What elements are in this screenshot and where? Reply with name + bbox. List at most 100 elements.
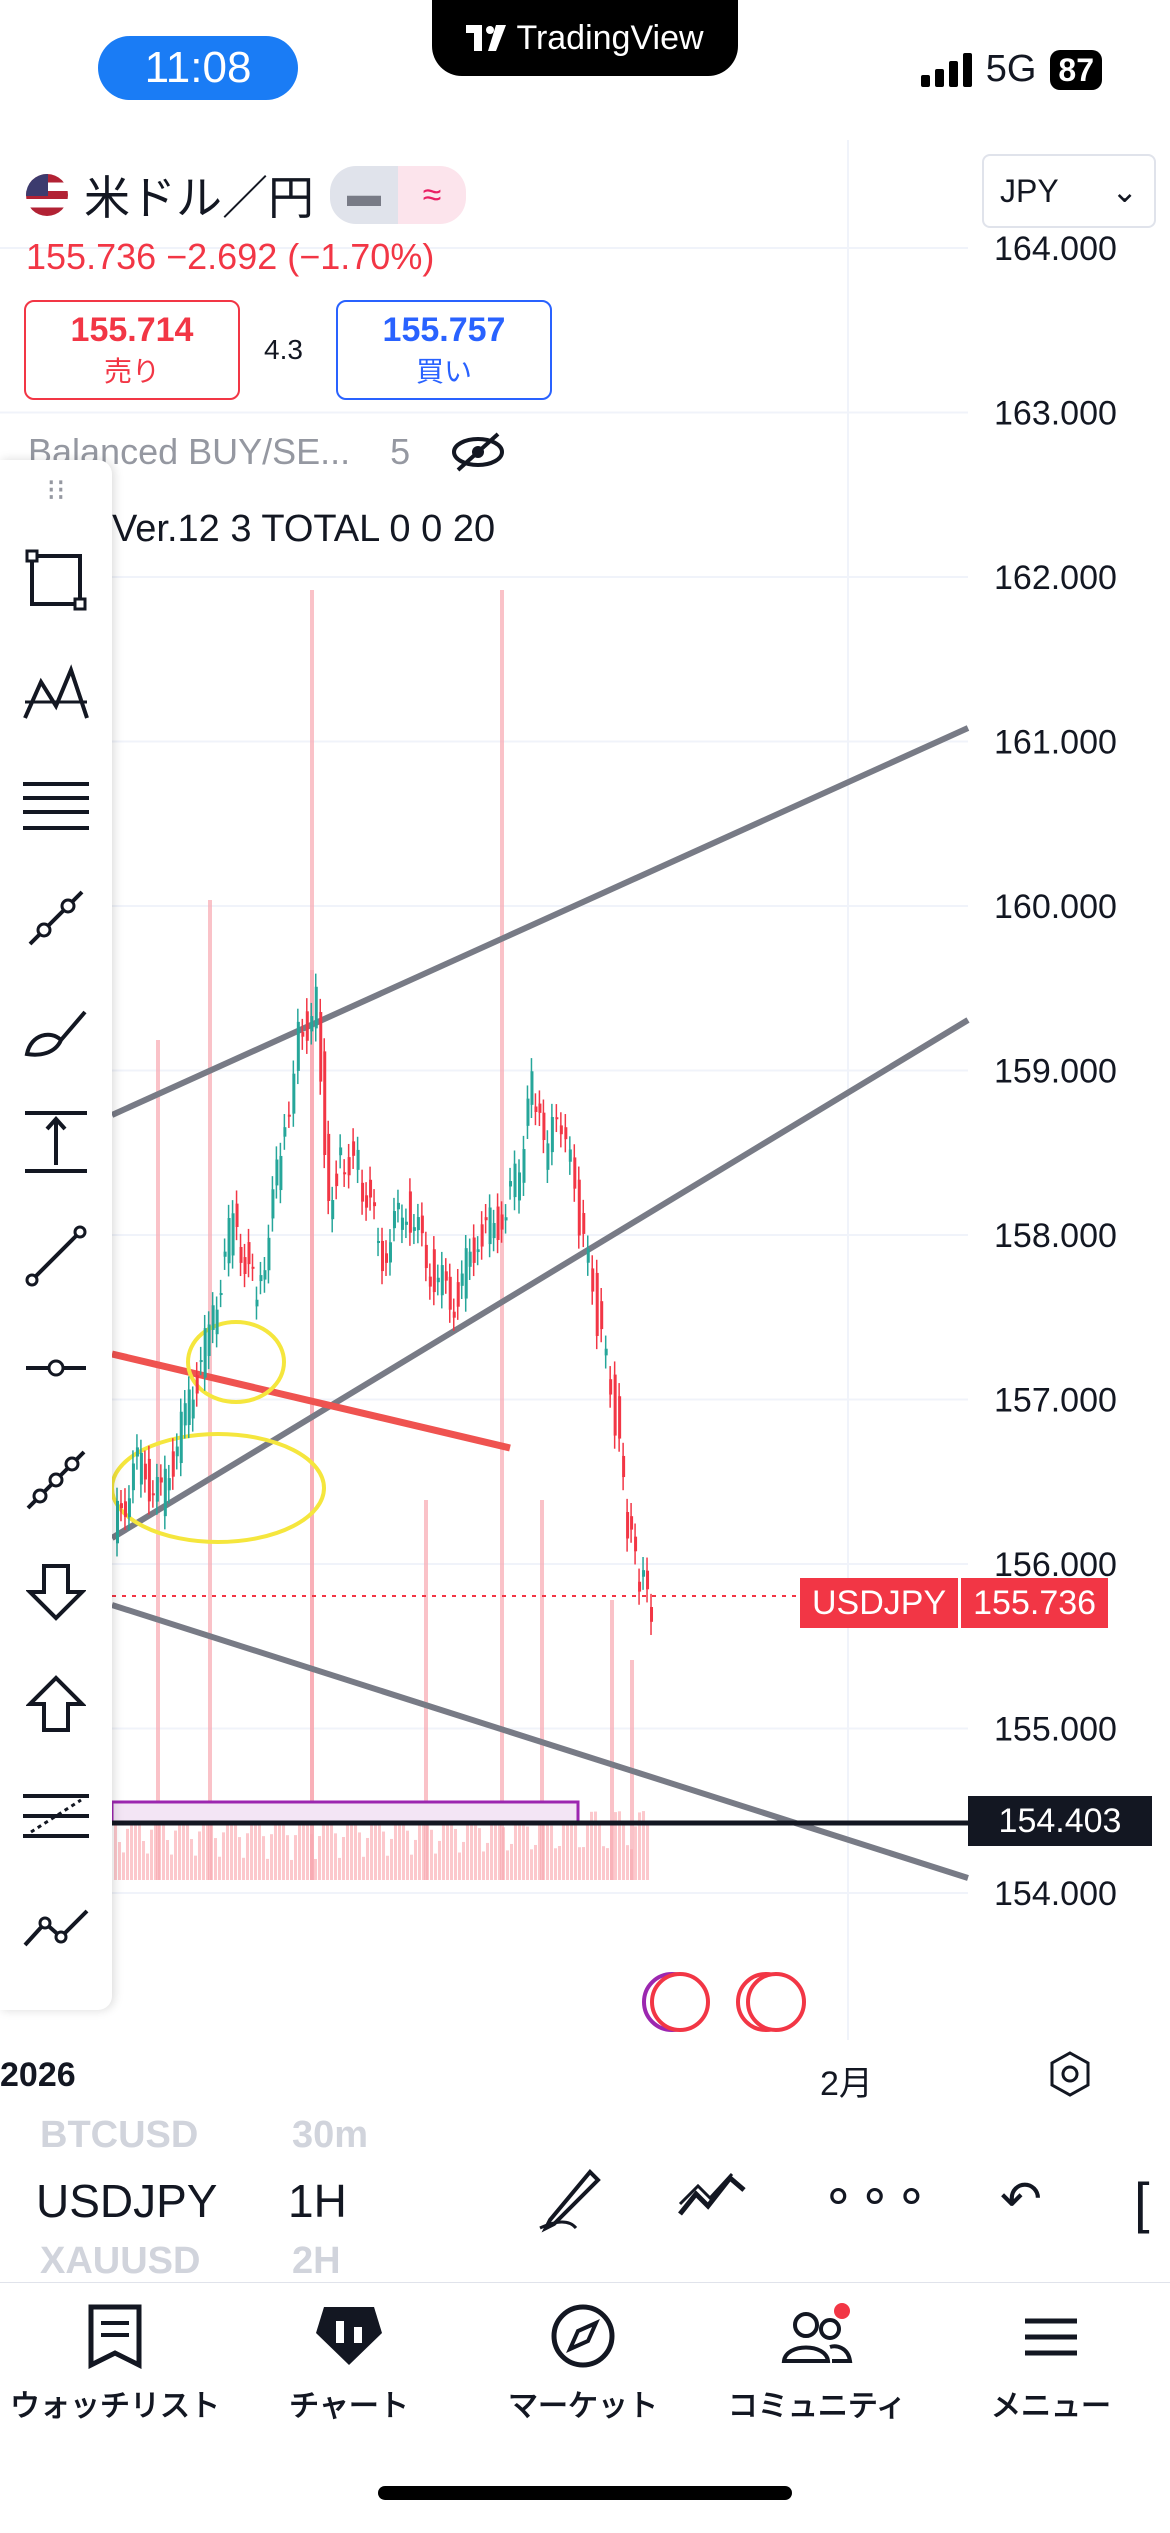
volume-bar: [270, 1834, 273, 1880]
symbol-header[interactable]: 米ドル／円 ▬ ≈: [26, 162, 466, 228]
candle-body: [480, 1224, 484, 1247]
active-symbol[interactable]: USDJPY: [36, 2175, 218, 2227]
chart-icon: [316, 2307, 382, 2365]
volume-bar: [618, 1811, 621, 1880]
candle-body: [259, 1275, 263, 1282]
volume-bar: [282, 1816, 285, 1880]
candle-body: [432, 1249, 436, 1293]
mode-wave-icon[interactable]: ≈: [398, 166, 466, 224]
candle-body: [618, 1396, 622, 1439]
chart-mode-toggle[interactable]: ▬ ≈: [330, 166, 466, 224]
nav-market[interactable]: マーケット: [468, 2303, 698, 2425]
time-axis-label-year: 2026: [0, 2056, 76, 2094]
volume-bar: [574, 1824, 577, 1880]
candle-body: [381, 1240, 385, 1272]
pen-icon[interactable]: [536, 2164, 606, 2234]
candle-body: [223, 1251, 227, 1257]
candle-body: [119, 1503, 123, 1509]
forecast-icon[interactable]: [16, 1888, 96, 1968]
chart-settings-icon[interactable]: [1046, 2050, 1094, 2098]
nav-watchlist[interactable]: ウォッチリスト: [0, 2303, 230, 2425]
volume-bar: [566, 1811, 569, 1880]
volume-bar: [378, 1814, 381, 1880]
candle-body: [436, 1277, 440, 1283]
volume-bar: [274, 1816, 277, 1880]
polyline-icon[interactable]: [16, 1440, 96, 1520]
candle-body: [388, 1242, 392, 1263]
horizontal-ray-icon[interactable]: [16, 1328, 96, 1408]
candle-body: [595, 1272, 599, 1336]
pattern-icon[interactable]: [16, 654, 96, 734]
event-flag-icon: [650, 1972, 710, 2032]
candle-body: [352, 1141, 356, 1156]
indicator-legend-2: Ver.12 3 TOTAL 0 0 20: [112, 508, 496, 550]
indicator-legend-1[interactable]: Balanced BUY/SE... 5: [28, 430, 506, 474]
mode-minus-icon[interactable]: ▬: [330, 166, 398, 224]
volume-bar: [306, 1816, 309, 1880]
volume-bar: [326, 1810, 329, 1880]
indicators-icon[interactable]: [676, 2170, 748, 2226]
volume-bar: [174, 1830, 177, 1880]
eye-hidden-icon[interactable]: [450, 430, 506, 474]
volume-bar: [334, 1833, 337, 1880]
arrow-up-icon[interactable]: [16, 1664, 96, 1744]
fib-retracement-icon[interactable]: [16, 766, 96, 846]
regression-icon[interactable]: [16, 1776, 96, 1856]
volume-bar: [322, 1817, 325, 1880]
volume-bar: [454, 1828, 457, 1880]
ghost-interval-bottom: 2H: [292, 2240, 341, 2282]
candle-body: [522, 1149, 526, 1183]
nav-menu[interactable]: メニュー: [936, 2303, 1166, 2425]
volume-bar: [162, 1819, 165, 1880]
arrow-down-icon[interactable]: [16, 1552, 96, 1632]
volume-bar: [642, 1811, 645, 1880]
volume-bar: [222, 1832, 225, 1880]
price-chart[interactable]: 164.000 163.000 162.000 161.000 160.000 159.0…: [0, 140, 1170, 2080]
candle-body: [534, 1106, 538, 1113]
candle-body: [323, 1051, 327, 1155]
buy-button[interactable]: 155.757 買い: [336, 300, 552, 400]
volume-bar: [570, 1811, 573, 1880]
currency-select[interactable]: JPY ⌄: [982, 154, 1156, 228]
volume-bar: [370, 1818, 373, 1880]
battery-icon: 87: [1050, 49, 1102, 90]
candle-body: [468, 1251, 472, 1267]
candle-body: [247, 1242, 251, 1265]
candle-body: [392, 1211, 396, 1229]
status-indicators: 5G 87: [920, 48, 1102, 91]
brush-icon[interactable]: [16, 990, 96, 1070]
candle-body: [127, 1498, 131, 1518]
volume-bar: [602, 1846, 605, 1880]
drag-handle-icon[interactable]: ⁝⁝: [46, 473, 66, 507]
candle-body: [203, 1328, 207, 1378]
symbol-name[interactable]: 米ドル／円: [84, 172, 314, 224]
undo-icon[interactable]: ↶: [1000, 2171, 1042, 2227]
candle-body: [408, 1191, 412, 1233]
candle-body: [564, 1127, 568, 1140]
candle-body: [211, 1305, 215, 1330]
symbol-switcher[interactable]: BTCUSD 30m USDJPY 1H XAUUSD 2H ∘∘∘ ↶ [: [0, 2110, 1170, 2282]
volume-bar: [458, 1852, 461, 1880]
path-icon[interactable]: [16, 878, 96, 958]
candle-body: [255, 1299, 259, 1307]
volume-bar: [506, 1850, 509, 1880]
more-icon[interactable]: ∘∘∘: [822, 2167, 932, 2225]
volume-spike: [208, 900, 212, 1880]
volume-bar: [594, 1811, 597, 1880]
nav-chart[interactable]: チャート: [234, 2303, 464, 2425]
candle-body: [267, 1237, 271, 1271]
candle-body: [116, 1500, 119, 1544]
measure-icon[interactable]: [16, 1102, 96, 1182]
trend-line-icon[interactable]: [16, 1216, 96, 1296]
nav-community[interactable]: コミュニティ: [702, 2303, 932, 2425]
volume-bar: [438, 1840, 441, 1880]
candle-body: [650, 1607, 654, 1622]
candle-body: [183, 1403, 187, 1426]
active-interval[interactable]: 1H: [288, 2175, 347, 2227]
volume-bar: [302, 1810, 305, 1880]
sell-button[interactable]: 155.714 売り: [24, 300, 240, 400]
fullscreen-icon[interactable]: [: [1134, 2171, 1150, 2234]
volume-bar: [290, 1859, 293, 1880]
ghost-interval-top: 30m: [292, 2114, 369, 2156]
rectangle-icon[interactable]: [16, 540, 96, 620]
